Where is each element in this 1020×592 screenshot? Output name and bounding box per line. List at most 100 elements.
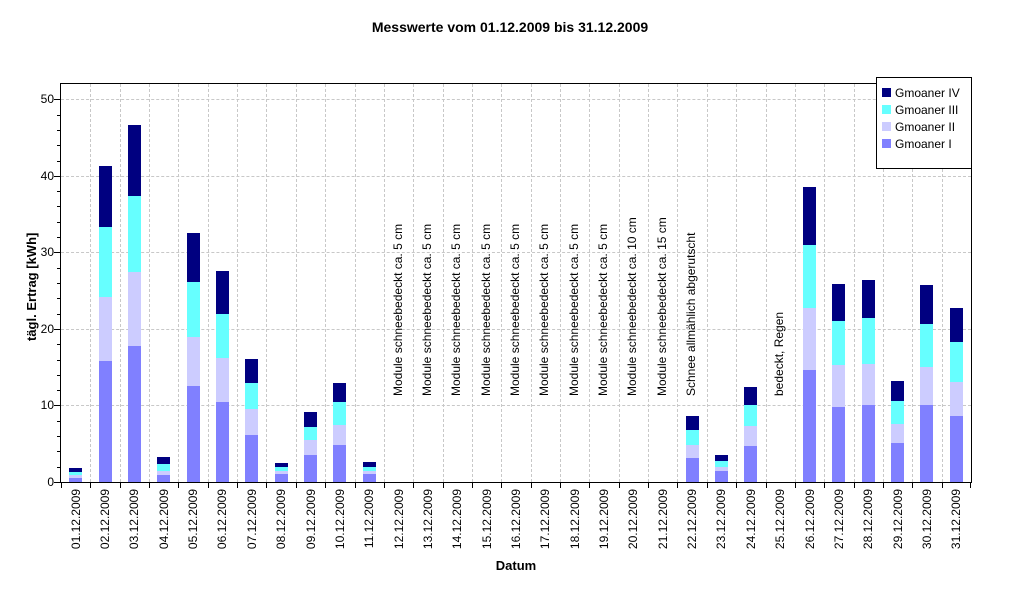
x-axis-date: 04.12.2009 <box>156 489 171 550</box>
bar-segment-gmoaner-iv <box>714 455 728 462</box>
x-axis-date: 10.12.2009 <box>332 489 347 550</box>
x-gridline <box>119 84 121 482</box>
x-axis-tick <box>794 483 796 488</box>
legend-swatch-icon <box>882 139 891 148</box>
x-axis-date: 30.12.2009 <box>919 489 934 550</box>
x-axis-date: 06.12.2009 <box>215 489 230 550</box>
annotation-text: bedeckt, Regen <box>772 311 787 396</box>
x-gridline <box>90 84 92 482</box>
bar-segment-gmoaner-iv <box>186 232 200 283</box>
bar-segment-gmoaner-iv <box>69 468 83 473</box>
x-axis-date: 23.12.2009 <box>714 489 729 550</box>
bar-segment-gmoaner-ii <box>157 470 171 476</box>
bar-segment-gmoaner-iii <box>186 282 200 337</box>
annotation-text: Module schneebedeckt ca. 5 cm <box>478 223 493 396</box>
bar-segment-gmoaner-i <box>98 361 112 482</box>
bar-segment-gmoaner-iv <box>861 279 875 319</box>
x-axis-title: Datum <box>495 558 537 573</box>
y-axis-minor-tick <box>57 283 60 284</box>
x-axis-tick <box>383 483 385 488</box>
legend-label: Gmoaner IV <box>895 85 960 100</box>
legend-swatch-icon <box>882 105 891 114</box>
y-axis-minor-tick <box>57 145 60 147</box>
chart-title: Messwerte vom 01.12.2009 bis 31.12.2009 <box>371 19 649 35</box>
x-axis-date: 18.12.2009 <box>567 489 582 550</box>
bar-segment-gmoaner-iii <box>803 244 817 309</box>
legend-label: Gmoaner I <box>895 136 952 151</box>
y-axis-tick <box>54 175 60 177</box>
x-axis-tick <box>736 483 738 488</box>
x-gridline <box>941 84 943 482</box>
x-axis-tick <box>882 483 884 488</box>
x-axis-tick <box>941 483 943 488</box>
bar-segment-gmoaner-i <box>69 478 83 482</box>
x-gridline <box>383 84 385 482</box>
annotation-text: Module schneebedeckt ca. 5 cm <box>508 223 522 396</box>
annotation-text: Module schneebedeckt ca. 15 cm <box>654 217 669 396</box>
bar-segment-gmoaner-ii <box>362 470 376 475</box>
x-axis-date: 17.12.2009 <box>538 489 553 550</box>
x-axis-tick <box>677 483 679 488</box>
x-axis-tick <box>530 483 532 488</box>
y-gridline <box>61 175 971 177</box>
y-axis-minor-tick <box>57 221 60 223</box>
bar-segment-gmoaner-iii <box>685 429 699 445</box>
x-axis-tick <box>237 483 239 488</box>
x-gridline <box>912 84 914 482</box>
bar-segment-gmoaner-i <box>186 386 200 482</box>
y-axis-minor-tick <box>57 160 60 162</box>
x-axis-date: 20.12.2009 <box>626 489 641 550</box>
bar-segment-gmoaner-i <box>920 405 934 482</box>
x-axis-date: 29.12.2009 <box>890 489 905 550</box>
x-gridline <box>207 84 209 482</box>
y-axis-tick-label: 10 <box>40 398 54 413</box>
bar-segment-gmoaner-iii <box>304 426 318 440</box>
annotation-text: Module schneebedeckt ca. 5 cm <box>390 223 405 396</box>
bar-segment-gmoaner-ii <box>920 367 934 406</box>
bar-segment-gmoaner-iii <box>98 227 112 297</box>
bar-segment-gmoaner-ii <box>127 272 141 346</box>
bar-segment-gmoaner-i <box>685 457 699 482</box>
y-axis-minor-tick <box>57 129 60 131</box>
y-axis-tick-label: 30 <box>40 245 54 260</box>
x-axis-tick <box>824 483 826 488</box>
annotation-text: Module schneebedeckt ca. 5 cm <box>596 223 611 396</box>
x-gridline <box>560 84 562 482</box>
bar-segment-gmoaner-i <box>744 446 758 482</box>
x-axis-tick <box>501 483 503 488</box>
y-axis-tick-label: 0 <box>47 475 54 489</box>
bar-segment-gmoaner-ii <box>714 466 728 472</box>
x-axis-date: 27.12.2009 <box>831 489 846 550</box>
y-axis-minor-tick <box>57 466 60 468</box>
y-axis-tick <box>54 328 60 330</box>
bar-segment-gmoaner-iv <box>744 387 758 405</box>
x-axis-date: 05.12.2009 <box>186 489 201 550</box>
bar-segment-gmoaner-ii <box>685 444 699 458</box>
x-gridline <box>442 84 444 482</box>
x-gridline <box>589 84 591 482</box>
y-axis-tick-label: 40 <box>40 168 54 183</box>
x-gridline <box>501 84 503 482</box>
legend-label: Gmoaner III <box>895 102 959 117</box>
bar-segment-gmoaner-i <box>949 416 963 482</box>
y-axis-minor-tick <box>57 390 60 392</box>
annotation-text: Module schneebedeckt ca. 5 cm <box>537 223 552 396</box>
bar-segment-gmoaner-iv <box>127 124 141 196</box>
x-gridline <box>178 84 180 482</box>
bar-segment-gmoaner-iv <box>362 462 376 467</box>
x-gridline <box>794 84 796 482</box>
x-axis-date: 02.12.2009 <box>98 489 113 550</box>
x-gridline <box>149 84 151 482</box>
x-axis-tick <box>589 483 591 488</box>
legend-swatch-icon <box>882 88 891 97</box>
x-axis-date: 31.12.2009 <box>949 489 964 550</box>
y-axis-minor-tick <box>57 237 60 239</box>
x-gridline <box>354 84 356 482</box>
bar-segment-gmoaner-iii <box>920 324 934 368</box>
bar-segment-gmoaner-iii <box>245 383 259 410</box>
y-axis-minor-tick <box>57 298 60 300</box>
x-gridline <box>295 84 297 482</box>
x-axis-tick <box>970 483 971 488</box>
x-axis-tick <box>295 483 297 488</box>
bar-segment-gmoaner-iii <box>69 472 83 476</box>
